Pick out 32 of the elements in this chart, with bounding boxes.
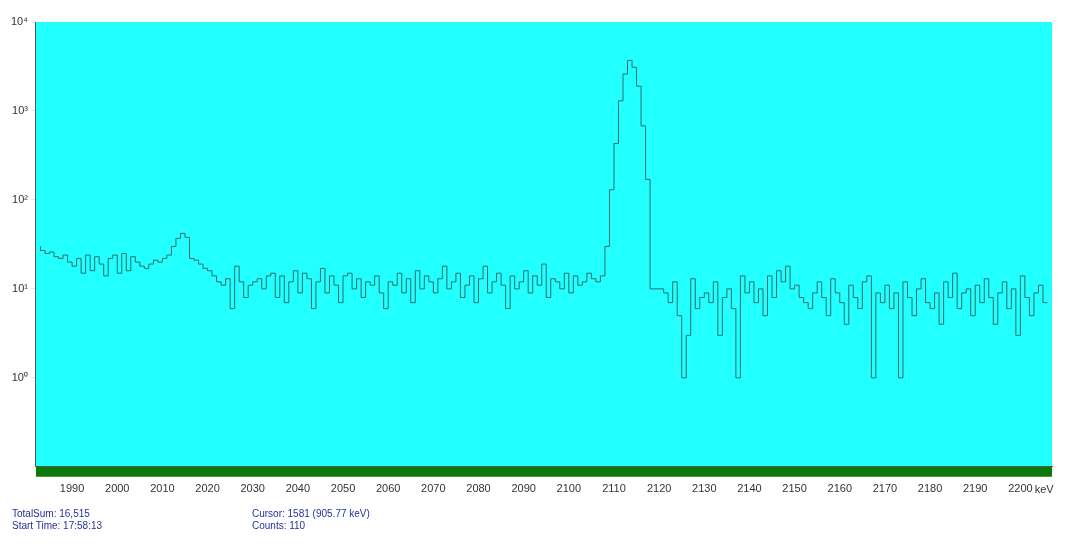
- x-tick-label: 2160: [827, 482, 852, 495]
- x-tick-label: 2050: [330, 482, 356, 495]
- x-tick-label: 2120: [646, 482, 672, 495]
- x-tick-label: 2020: [195, 482, 220, 495]
- x-tick-label: 2000: [105, 482, 130, 495]
- x-tick-label: 2140: [737, 482, 762, 495]
- text: TotalSum: 16,515: [12, 508, 91, 520]
- x-tick-label: 2040: [285, 482, 311, 495]
- x-tick-label: 2180: [917, 482, 943, 495]
- x-tick-label: 2190: [962, 482, 988, 495]
- y-tick-label: 10⁴: [10, 15, 29, 28]
- x-tick-label: 2060: [375, 482, 401, 495]
- x-tick-label: 1990: [59, 482, 85, 495]
- x-tick-label: 2070: [421, 482, 446, 495]
- x-tick-label: 2030: [240, 482, 265, 495]
- x-tick-label: 2090: [511, 482, 536, 495]
- x-axis-title: keV: [1034, 483, 1055, 496]
- y-tick-label: 10⁰: [11, 370, 28, 383]
- text: Counts: 110: [252, 520, 307, 532]
- x-tick-label: 2100: [556, 482, 582, 495]
- x-tick-label: 2130: [692, 482, 717, 495]
- x-tick-label: 2080: [466, 482, 491, 495]
- y-tick-label: 10³: [12, 103, 29, 116]
- text: Cursor: 1581 (905.77 keV): [252, 508, 370, 520]
- x-tick-label: 2170: [872, 482, 898, 495]
- x-tick-label: 2150: [782, 482, 807, 495]
- y-tick-label: 10¹: [12, 281, 29, 294]
- text: Start Time: 17:58:13: [12, 520, 104, 532]
- x-tick-label: 2010: [150, 482, 175, 495]
- x-tick-label: 2110: [602, 482, 626, 495]
- y-tick-label: 10²: [12, 192, 29, 205]
- x-tick-label: 2200: [1008, 482, 1033, 495]
